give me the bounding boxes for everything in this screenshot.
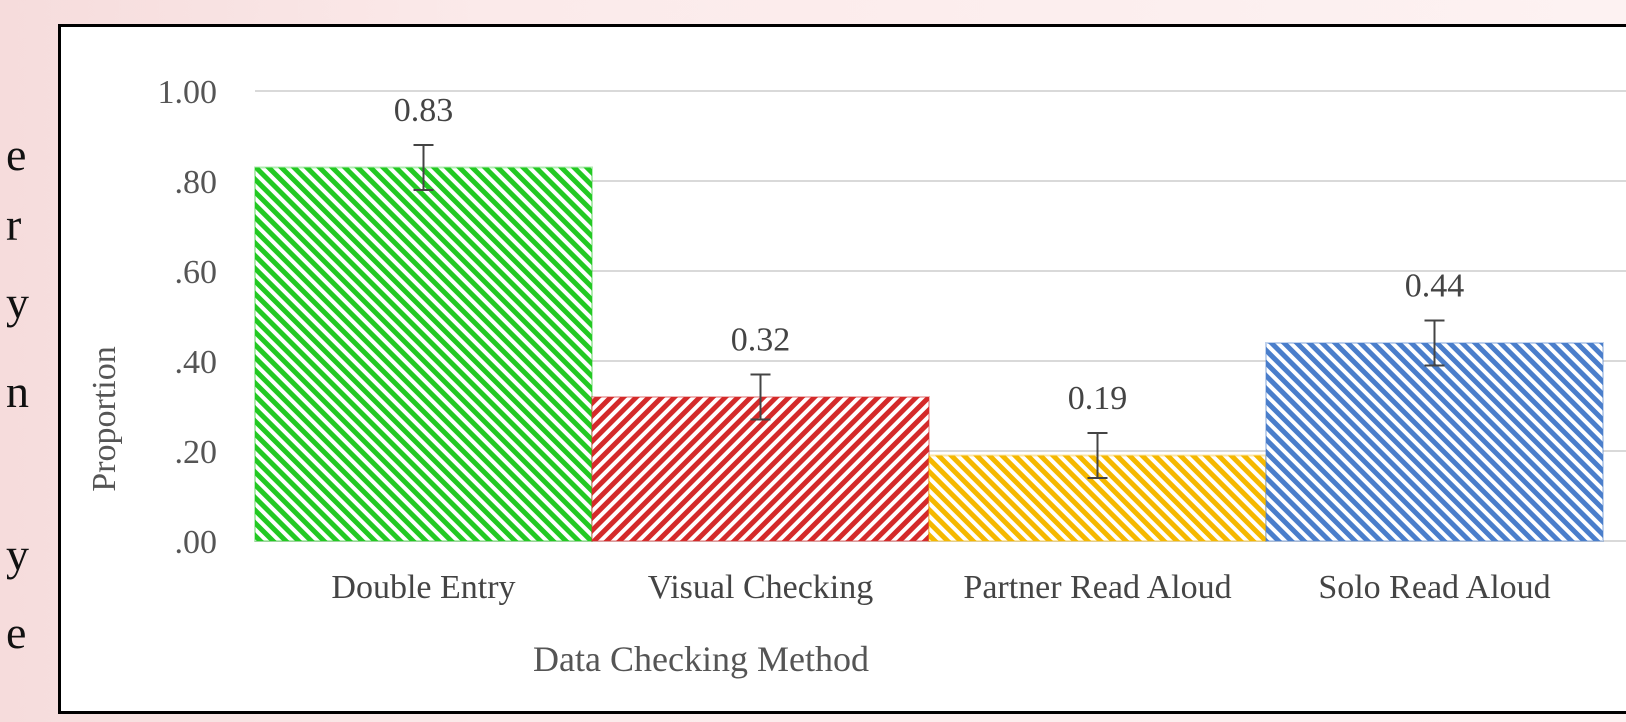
y-tick-label: .20: [175, 434, 218, 471]
bar: [591, 396, 930, 542]
x-axis-title: Data Checking Method: [533, 639, 869, 679]
bar: [1265, 342, 1604, 542]
y-tick-label: .40: [175, 344, 218, 381]
data-label: 0.83: [394, 92, 454, 129]
side-char-5: y: [6, 529, 29, 580]
y-tick-label: .60: [175, 254, 218, 291]
chart-frame: 0.83 0.32 0.19 0.44 .00 .20 .40 .60 .80 1.00 Doub…: [58, 24, 1626, 714]
bar-chart: 0.83 0.32 0.19 0.44 .00 .20 .40 .60 .80 1.00 Doub…: [86, 74, 1626, 679]
side-char-6: e: [6, 607, 27, 658]
bar: [254, 166, 593, 542]
side-text-fragment: e r y n y e: [0, 0, 50, 694]
x-tick-label: Partner Read Aloud: [963, 569, 1231, 606]
data-label: 0.44: [1405, 268, 1465, 305]
x-tick-label: Solo Read Aloud: [1318, 569, 1550, 606]
x-tick-label: Double Entry: [331, 569, 515, 606]
side-char-1: e: [6, 129, 27, 180]
x-tick-label: Visual Checking: [648, 569, 874, 606]
side-char-3: y: [6, 277, 29, 328]
y-tick-label: 1.00: [158, 74, 218, 111]
y-axis-title: Proportion: [86, 346, 123, 491]
y-tick-label: .00: [175, 524, 218, 561]
data-label: 0.32: [731, 322, 791, 359]
y-tick-label: .80: [175, 164, 218, 201]
side-char-4: n: [6, 366, 29, 417]
data-label: 0.19: [1068, 380, 1128, 417]
side-char-2: r: [6, 199, 22, 250]
